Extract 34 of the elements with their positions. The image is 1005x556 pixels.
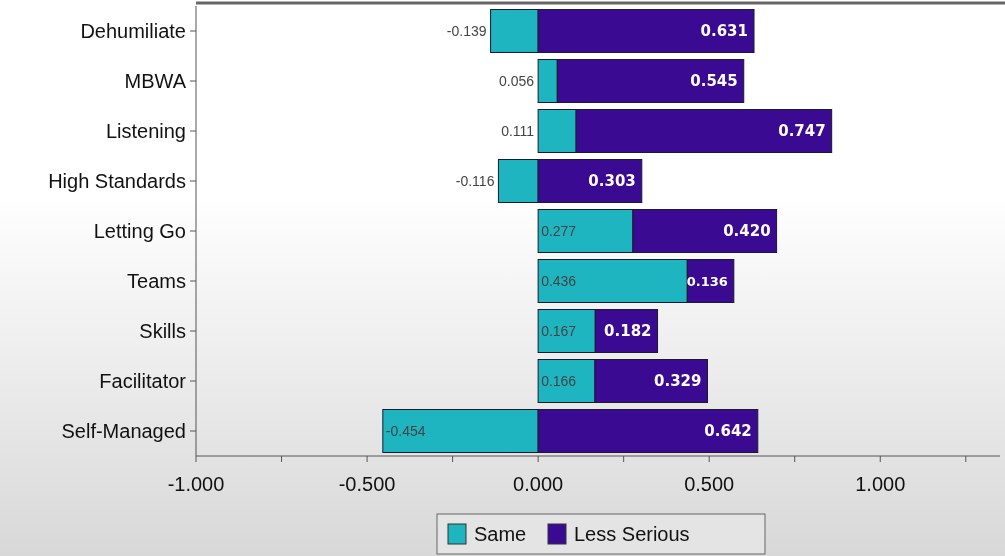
y-tick-label: Listening (105, 120, 186, 142)
y-tick-label: High Standards (48, 170, 186, 192)
y-tick-label: MBWA (124, 70, 187, 92)
data-label: 0.545 (690, 72, 738, 90)
legend-label: Less Serious (574, 523, 690, 545)
y-tick-label: Self-Managed (61, 420, 186, 442)
data-label: 0.167 (541, 323, 577, 339)
x-tick-label: 0.500 (684, 473, 735, 495)
y-tick-label: Facilitator (99, 370, 187, 392)
data-label: 0.136 (686, 274, 728, 289)
data-label: 0.747 (778, 122, 826, 140)
data-label: -0.116 (455, 173, 495, 189)
y-tick-label: Skills (139, 320, 186, 342)
data-label: 0.111 (501, 123, 535, 139)
data-label: 0.303 (588, 172, 636, 190)
data-label: 0.420 (723, 222, 771, 240)
data-label: 0.642 (704, 422, 752, 440)
data-label: -0.139 (446, 23, 487, 39)
y-tick-label: Letting Go (93, 220, 186, 242)
data-label: 0.277 (541, 223, 577, 239)
x-tick-label: 1.000 (855, 473, 906, 495)
data-label: 0.182 (604, 322, 652, 340)
data-label: 0.166 (541, 373, 577, 389)
x-tick-label: 0.000 (513, 473, 564, 495)
data-label: -0.454 (385, 423, 426, 439)
y-tick-label: Teams (127, 270, 186, 292)
x-tick-label: -1.000 (167, 473, 225, 495)
data-label: 0.631 (700, 22, 749, 40)
legend-label: Same (474, 523, 527, 545)
data-label: 0.329 (654, 372, 702, 390)
x-tick-label: -0.500 (338, 473, 396, 495)
data-label: 0.436 (541, 273, 577, 289)
data-label: 0.056 (499, 73, 535, 89)
y-tick-label: Dehumiliate (80, 20, 186, 42)
